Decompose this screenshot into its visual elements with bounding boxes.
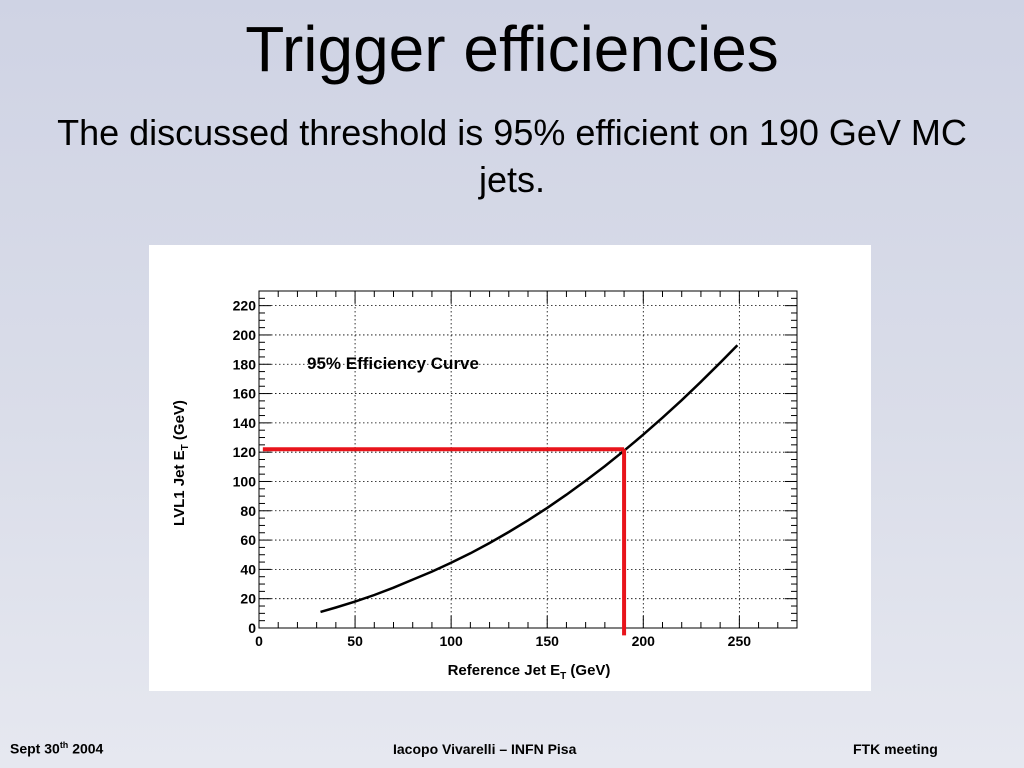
x-tick-label: 100 bbox=[439, 633, 463, 649]
y-axis-title-sub: T bbox=[180, 444, 191, 450]
slide-subtitle: The discussed threshold is 95% efficient… bbox=[57, 112, 967, 200]
footer-event: FTK meeting bbox=[853, 741, 938, 757]
x-axis-title-unit: (GeV) bbox=[566, 662, 610, 679]
x-axis-title-main: Reference Jet E bbox=[448, 662, 561, 679]
y-tick-label: 60 bbox=[240, 532, 256, 548]
y-tick-label: 180 bbox=[233, 356, 257, 372]
y-tick-label: 100 bbox=[233, 473, 257, 489]
y-axis-title-unit: (GeV) bbox=[171, 400, 188, 444]
plot-frame bbox=[258, 290, 798, 629]
efficiency-curve bbox=[320, 344, 739, 614]
footer-date-sup: th bbox=[59, 740, 69, 750]
efficiency-chart: 0 50 100 150 200 250 0 20 40 60 80 100 120 140 160 180 2… bbox=[171, 290, 798, 682]
axis-ticks bbox=[258, 290, 798, 629]
slide-title: Trigger efficiencies bbox=[245, 13, 779, 85]
chart-panel: 0 50 100 150 200 250 0 20 40 60 80 100 120 140 160 180 2… bbox=[149, 245, 871, 691]
y-tick-label: 140 bbox=[233, 415, 257, 431]
y-tick-label: 200 bbox=[233, 327, 257, 343]
y-axis-title-main: LVL1 Jet E bbox=[171, 450, 188, 526]
x-tick-label: 150 bbox=[536, 633, 560, 649]
x-tick-label: 250 bbox=[728, 633, 752, 649]
y-tick-label: 120 bbox=[233, 444, 257, 460]
curve-annotation: 95% Efficiency Curve bbox=[307, 354, 479, 373]
footer-date: Sept 30th 2004 bbox=[10, 740, 103, 757]
y-tick-label: 40 bbox=[240, 561, 256, 577]
footer-date-prefix: Sept 30 bbox=[10, 740, 60, 757]
y-tick-label: 220 bbox=[233, 298, 257, 314]
x-tick-label: 200 bbox=[632, 633, 656, 649]
y-tick-label: 160 bbox=[233, 386, 257, 402]
x-axis-title-sub: T bbox=[560, 671, 566, 682]
x-tick-label: 0 bbox=[255, 633, 263, 649]
footer-author: Iacopo Vivarelli – INFN Pisa bbox=[393, 741, 577, 757]
y-tick-label: 80 bbox=[240, 503, 256, 519]
x-tick-label: 50 bbox=[347, 633, 363, 649]
footer-date-suffix: 2004 bbox=[68, 740, 104, 757]
y-axis-title: LVL1 Jet ET (GeV) bbox=[171, 400, 191, 526]
y-tick-label: 20 bbox=[240, 591, 256, 607]
y-tick-label: 0 bbox=[248, 620, 256, 636]
threshold-marker bbox=[262, 447, 627, 636]
x-axis-title: Reference Jet ET (GeV) bbox=[448, 662, 611, 682]
grid-lines bbox=[259, 291, 797, 628]
tick-labels: 0 50 100 150 200 250 0 20 40 60 80 100 120 140 160 180 2… bbox=[233, 298, 752, 649]
